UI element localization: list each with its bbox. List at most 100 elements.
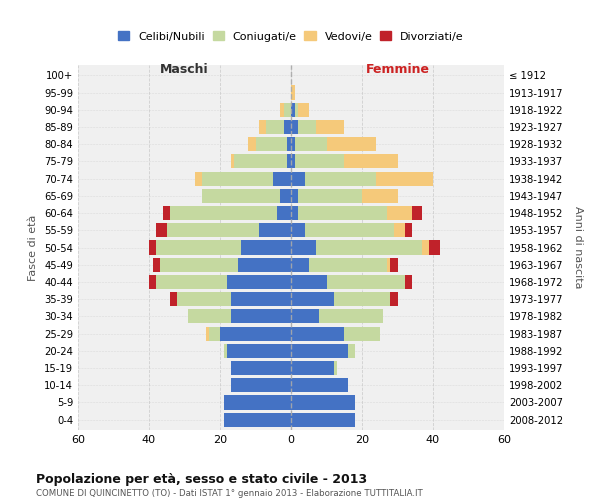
- Bar: [234, 154, 287, 168]
- Bar: [391, 292, 398, 306]
- Bar: [348, 344, 355, 358]
- Bar: [305, 223, 394, 238]
- Bar: [344, 326, 380, 340]
- Bar: [227, 344, 291, 358]
- Legend: Celibi/Nubili, Coniugati/e, Vedovi/e, Divorziati/e: Celibi/Nubili, Coniugati/e, Vedovi/e, Di…: [114, 27, 468, 46]
- Bar: [334, 292, 391, 306]
- Bar: [156, 240, 241, 254]
- Bar: [376, 172, 433, 185]
- Bar: [291, 86, 295, 100]
- Bar: [230, 310, 291, 324]
- Bar: [391, 258, 398, 272]
- Bar: [316, 240, 422, 254]
- Bar: [156, 223, 167, 238]
- Bar: [344, 154, 398, 168]
- Bar: [287, 137, 291, 152]
- Bar: [298, 206, 387, 220]
- Bar: [170, 206, 277, 220]
- Bar: [326, 275, 404, 289]
- Y-axis label: Anni di nascita: Anni di nascita: [573, 206, 583, 289]
- Bar: [230, 361, 291, 375]
- Bar: [178, 292, 230, 306]
- Bar: [404, 223, 412, 238]
- Bar: [284, 120, 291, 134]
- Bar: [152, 258, 160, 272]
- Bar: [291, 292, 334, 306]
- Bar: [295, 102, 298, 117]
- Bar: [295, 137, 326, 152]
- Bar: [224, 396, 291, 409]
- Bar: [309, 258, 387, 272]
- Bar: [387, 206, 412, 220]
- Bar: [291, 344, 348, 358]
- Text: Maschi: Maschi: [160, 64, 209, 76]
- Bar: [149, 240, 156, 254]
- Bar: [291, 378, 348, 392]
- Bar: [319, 310, 383, 324]
- Bar: [291, 310, 319, 324]
- Text: Femmine: Femmine: [365, 64, 430, 76]
- Bar: [298, 102, 309, 117]
- Bar: [291, 412, 355, 426]
- Bar: [163, 206, 170, 220]
- Bar: [227, 275, 291, 289]
- Bar: [206, 326, 209, 340]
- Bar: [241, 240, 291, 254]
- Text: COMUNE DI QUINCINETTO (TO) - Dati ISTAT 1° gennaio 2013 - Elaborazione TUTTITALI: COMUNE DI QUINCINETTO (TO) - Dati ISTAT …: [36, 489, 423, 498]
- Bar: [291, 206, 298, 220]
- Bar: [404, 275, 412, 289]
- Bar: [230, 292, 291, 306]
- Bar: [248, 137, 256, 152]
- Bar: [291, 172, 305, 185]
- Bar: [291, 258, 309, 272]
- Bar: [230, 154, 234, 168]
- Bar: [430, 240, 440, 254]
- Bar: [284, 102, 291, 117]
- Bar: [291, 326, 344, 340]
- Bar: [291, 361, 334, 375]
- Bar: [298, 189, 362, 203]
- Bar: [298, 120, 316, 134]
- Bar: [291, 396, 355, 409]
- Bar: [195, 172, 202, 185]
- Text: Popolazione per età, sesso e stato civile - 2013: Popolazione per età, sesso e stato civil…: [36, 472, 367, 486]
- Bar: [160, 258, 238, 272]
- Bar: [266, 120, 284, 134]
- Bar: [277, 206, 291, 220]
- Bar: [256, 137, 287, 152]
- Bar: [295, 154, 344, 168]
- Bar: [291, 120, 298, 134]
- Bar: [280, 189, 291, 203]
- Bar: [387, 258, 391, 272]
- Bar: [287, 154, 291, 168]
- Bar: [394, 223, 404, 238]
- Bar: [259, 223, 291, 238]
- Bar: [259, 120, 266, 134]
- Bar: [291, 240, 316, 254]
- Bar: [291, 154, 295, 168]
- Bar: [422, 240, 430, 254]
- Bar: [305, 172, 376, 185]
- Bar: [238, 258, 291, 272]
- Bar: [291, 223, 305, 238]
- Bar: [224, 344, 227, 358]
- Bar: [291, 189, 298, 203]
- Bar: [149, 275, 156, 289]
- Bar: [224, 412, 291, 426]
- Bar: [280, 102, 284, 117]
- Bar: [291, 275, 326, 289]
- Bar: [273, 172, 291, 185]
- Bar: [220, 326, 291, 340]
- Bar: [291, 137, 295, 152]
- Bar: [334, 361, 337, 375]
- Bar: [412, 206, 422, 220]
- Bar: [202, 172, 273, 185]
- Bar: [170, 292, 178, 306]
- Bar: [326, 137, 376, 152]
- Bar: [156, 275, 227, 289]
- Bar: [316, 120, 344, 134]
- Bar: [230, 378, 291, 392]
- Bar: [167, 223, 259, 238]
- Bar: [362, 189, 398, 203]
- Bar: [188, 310, 230, 324]
